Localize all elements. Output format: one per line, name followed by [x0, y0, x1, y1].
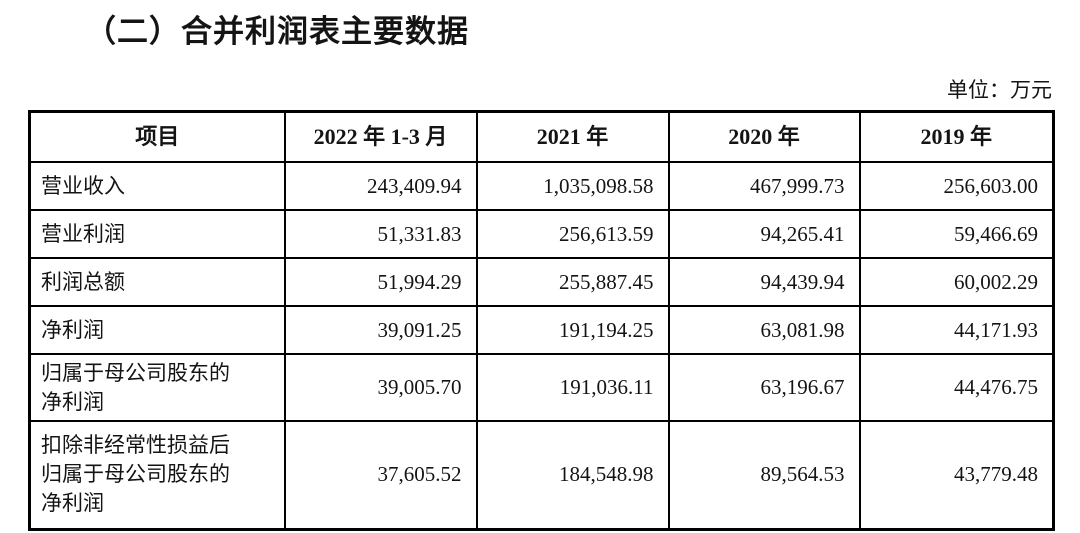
table-header: 项目 2022 年 1-3 月 2021 年 2020 年 2019 年 [28, 110, 1055, 163]
table-row: 营业利润 51,331.83 256,613.59 94,265.41 59,466.6… [28, 209, 1055, 259]
cell-value: 63,196.67 [667, 353, 861, 422]
cell-value: 94,439.94 [667, 257, 861, 307]
cell-value: 256,603.00 [858, 161, 1055, 211]
row-label: 净利润 [28, 305, 286, 355]
column-header-period: 2019 年 [858, 110, 1055, 163]
cell-value: 60,002.29 [858, 257, 1055, 307]
table-row: 扣除非经常性损益后 归属于母公司股东的 净利润 37,605.52 184,548.… [28, 420, 1055, 530]
cell-value: 44,171.93 [858, 305, 1055, 355]
cell-value: 63,081.98 [667, 305, 861, 355]
cell-value: 39,005.70 [283, 353, 478, 422]
cell-value: 51,994.29 [283, 257, 478, 307]
column-header-item: 项目 [28, 110, 286, 163]
cell-value: 44,476.75 [858, 353, 1055, 422]
table-row: 营业收入 243,409.94 1,035,098.58 467,999.73 256,… [28, 161, 1055, 211]
cell-value: 191,036.11 [475, 353, 670, 422]
section-title: （二）合并利润表主要数据 [85, 14, 469, 49]
cell-value: 39,091.25 [283, 305, 478, 355]
cell-value: 243,409.94 [283, 161, 478, 211]
cell-value: 59,466.69 [858, 209, 1055, 259]
table-row: 净利润 39,091.25 191,194.25 63,081.98 44,171.93 [28, 305, 1055, 355]
row-label: 利润总额 [28, 257, 286, 307]
cell-value: 191,194.25 [475, 305, 670, 355]
header-row: 项目 2022 年 1-3 月 2021 年 2020 年 2019 年 [28, 110, 1055, 163]
unit-label: 单位：万元 [947, 78, 1052, 102]
table-body: 营业收入 243,409.94 1,035,098.58 467,999.73 256,… [28, 161, 1055, 530]
row-label: 扣除非经常性损益后 归属于母公司股东的 净利润 [28, 420, 286, 530]
column-header-period: 2020 年 [667, 110, 861, 163]
cell-value: 51,331.83 [283, 209, 478, 259]
row-label: 营业利润 [28, 209, 286, 259]
income-statement-table: 项目 2022 年 1-3 月 2021 年 2020 年 2019 年 营业收入 243… [28, 110, 1055, 531]
column-header-period: 2022 年 1-3 月 [283, 110, 478, 163]
cell-value: 467,999.73 [667, 161, 861, 211]
cell-value: 255,887.45 [475, 257, 670, 307]
table-row: 利润总额 51,994.29 255,887.45 94,439.94 60,002.2… [28, 257, 1055, 307]
cell-value: 1,035,098.58 [475, 161, 670, 211]
row-label: 归属于母公司股东的 净利润 [28, 353, 286, 422]
cell-value: 256,613.59 [475, 209, 670, 259]
row-label: 营业收入 [28, 161, 286, 211]
cell-value: 184,548.98 [475, 420, 670, 530]
cell-value: 43,779.48 [858, 420, 1055, 530]
cell-value: 37,605.52 [283, 420, 478, 530]
column-header-period: 2021 年 [475, 110, 670, 163]
cell-value: 94,265.41 [667, 209, 861, 259]
cell-value: 89,564.53 [667, 420, 861, 530]
table-row: 归属于母公司股东的 净利润 39,005.70 191,036.11 63,196.6… [28, 353, 1055, 422]
